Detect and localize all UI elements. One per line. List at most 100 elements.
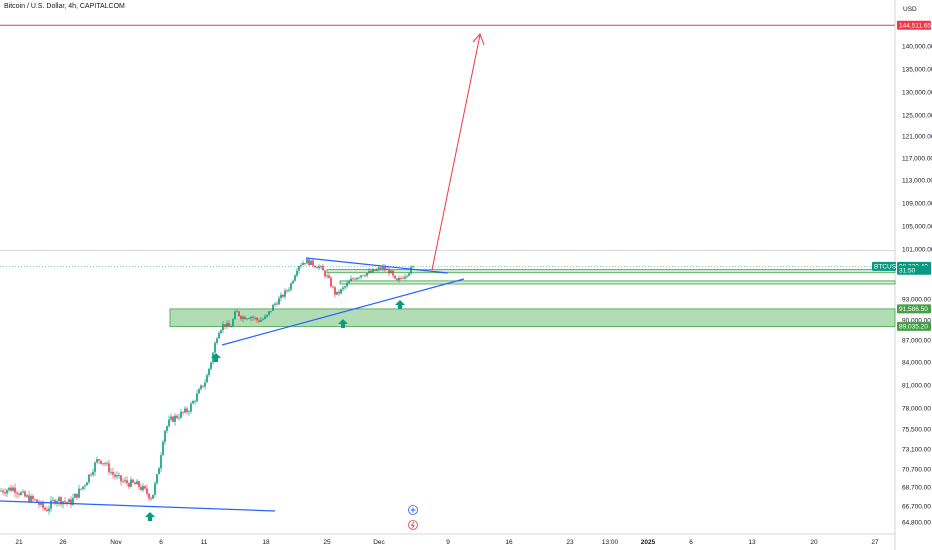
- candle-body: [386, 268, 388, 270]
- y-tick-label: 101,000.00: [902, 246, 932, 253]
- y-tick-label: 140,000.00: [902, 43, 932, 50]
- candle-body: [100, 460, 102, 464]
- candle-body: [178, 417, 180, 419]
- candle-body: [118, 475, 120, 477]
- support-zones: [169, 269, 896, 327]
- candle-body: [166, 426, 168, 431]
- chart-title: Bitcoin / U.S. Dollar, 4h, CAPITALCOM: [4, 3, 125, 10]
- ascending-trendline[interactable]: [221, 278, 465, 346]
- candle-body: [264, 316, 266, 319]
- projection-arrow[interactable]: [431, 34, 481, 271]
- y-tick-label: 73,100.00: [902, 446, 931, 453]
- candle-body: [410, 266, 412, 274]
- price-badge-text: 89,035.20: [899, 324, 928, 331]
- candle-body: [234, 311, 236, 320]
- candle-body: [154, 483, 156, 495]
- candle-body: [156, 474, 158, 484]
- currency-label: USD: [903, 6, 917, 13]
- y-tick-label: 130,000.00: [902, 89, 932, 96]
- candle-body: [26, 495, 28, 497]
- candle-body: [34, 499, 36, 500]
- candle-body: [238, 311, 240, 317]
- candle-body: [208, 368, 210, 376]
- descending-trendline[interactable]: [305, 257, 449, 274]
- candle-body: [136, 481, 138, 485]
- up-arrow-icon: [338, 319, 348, 328]
- candle-body: [18, 493, 20, 495]
- candle-body: [94, 462, 96, 472]
- x-tick-label: Dec: [373, 539, 385, 546]
- candle-body: [16, 492, 18, 494]
- candle-body: [146, 488, 148, 494]
- candle-body: [88, 474, 90, 483]
- candle-body: [300, 265, 302, 267]
- candle-body: [284, 290, 286, 297]
- y-tick-label: 75,500.00: [902, 426, 931, 433]
- candle-body: [278, 298, 280, 305]
- candle-body: [362, 275, 364, 277]
- candle-body: [306, 259, 308, 264]
- candle-body: [266, 314, 268, 317]
- candle-body: [220, 330, 222, 334]
- support-zone[interactable]: [169, 308, 896, 327]
- plus-icon[interactable]: [408, 505, 418, 515]
- candle-body: [388, 268, 390, 274]
- x-tick-label: 6: [159, 539, 163, 546]
- candle-body: [172, 416, 174, 422]
- candle-body: [132, 479, 134, 483]
- candle-body: [280, 294, 282, 299]
- candle-body: [242, 316, 244, 320]
- candle-body: [310, 260, 312, 265]
- candle-body: [402, 278, 404, 280]
- candle-body: [320, 266, 322, 267]
- candle-body: [122, 481, 124, 483]
- candle-body: [404, 276, 406, 279]
- candle-body: [50, 500, 52, 509]
- y-tick-label: 70,700.00: [902, 466, 931, 473]
- candle-body: [342, 287, 344, 290]
- candle-body: [318, 266, 320, 269]
- candle-body: [240, 316, 242, 320]
- candle-body: [232, 319, 234, 327]
- x-tick-label: 9: [446, 539, 450, 546]
- candle-body: [406, 275, 408, 277]
- candle-body: [64, 501, 66, 503]
- candle-body: [98, 459, 100, 461]
- candle-body: [0, 490, 2, 492]
- candle-body: [336, 291, 338, 295]
- candle-body: [2, 490, 4, 493]
- candle-body: [200, 385, 202, 390]
- support-zone[interactable]: [326, 269, 896, 274]
- x-tick-label: Nov: [110, 539, 122, 546]
- candle-body: [46, 509, 48, 512]
- candle-body: [262, 318, 264, 320]
- candle-body: [332, 286, 334, 288]
- candle-body: [366, 273, 368, 276]
- candle-body: [134, 482, 136, 485]
- candle-body: [396, 278, 398, 281]
- candle-body: [256, 317, 258, 321]
- candle-body: [142, 486, 144, 491]
- lower-trendline[interactable]: [0, 500, 276, 512]
- candle-body: [184, 408, 186, 413]
- candle-body: [378, 267, 380, 270]
- candle-body: [160, 455, 162, 469]
- candle-body: [194, 400, 196, 402]
- candle-body: [290, 283, 292, 290]
- candle-body: [380, 267, 382, 270]
- support-zone[interactable]: [339, 280, 896, 285]
- candle-body: [394, 275, 396, 279]
- candle-body: [124, 480, 126, 482]
- candle-body: [222, 324, 224, 331]
- candle-body: [346, 283, 348, 287]
- lightning-icon[interactable]: [408, 520, 418, 530]
- candle-body: [54, 499, 56, 504]
- candle-body: [324, 270, 326, 277]
- candle-body: [364, 275, 366, 277]
- candle-body: [356, 277, 358, 280]
- candle-body: [70, 499, 72, 505]
- candle-body: [304, 263, 306, 264]
- candle-body: [32, 495, 34, 500]
- candle-body: [128, 483, 130, 487]
